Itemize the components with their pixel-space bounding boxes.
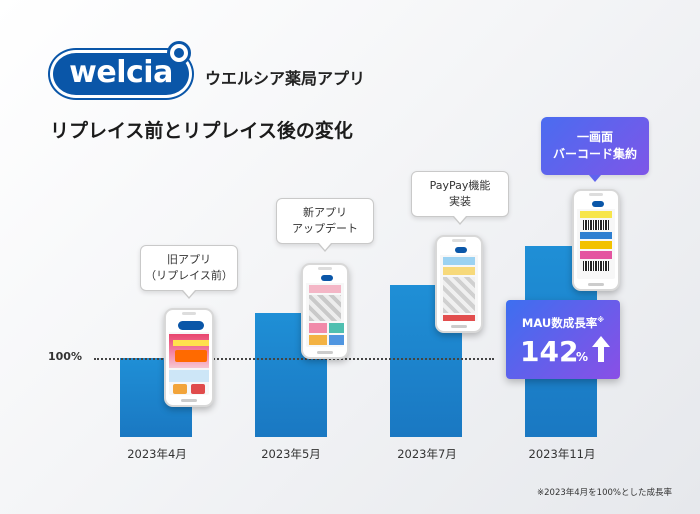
annotation-bubble: PayPay機能 実装 [411, 171, 509, 225]
phone-screenshot-barcode [572, 189, 620, 291]
x-tick-label: 2023年11月 [528, 447, 596, 461]
annotation-line: PayPay機能 [429, 179, 491, 192]
mau-unit: % [576, 350, 589, 364]
mau-footnote-mark: ※ [597, 316, 605, 325]
annotation-line: 実装 [449, 195, 471, 208]
reference-line-label: 100% [48, 350, 82, 363]
welcia-logo: welcia [50, 41, 192, 98]
logo-text: welcia [69, 55, 173, 90]
mau-value: 142 [520, 335, 579, 368]
x-tick-label: 2023年4月 [127, 447, 187, 461]
logo-dot-icon [167, 41, 191, 65]
annotation-line: バーコード集約 [552, 147, 637, 161]
annotation-line: アップデート [292, 222, 358, 235]
footnote: ※2023年4月を100%とした成長率 [537, 488, 672, 498]
phone-screenshot-old-app [164, 308, 214, 407]
mau-label: MAU数成長率※ [506, 315, 620, 331]
annotation-bubble: 新アプリ アップデート [276, 198, 374, 252]
x-tick-label: 2023年5月 [261, 447, 321, 461]
phone-screenshot-paypay [435, 235, 483, 333]
x-tick-label: 2023年7月 [397, 447, 457, 461]
annotation-line: 旧アプリ [167, 253, 211, 266]
annotation-line: 新アプリ [303, 206, 347, 219]
reference-line-100 [94, 358, 494, 360]
annotation-bubble-highlight: 一画面 バーコード集約 [541, 117, 649, 182]
annotation-line: （リプレイス前） [145, 269, 233, 282]
phone-screenshot-new-app [301, 263, 349, 359]
page-title: リプレイス前とリプレイス後の変化 [50, 120, 353, 142]
mau-growth-callout: MAU数成長率※ 142 % [506, 300, 620, 379]
annotation-line: 一画面 [576, 130, 613, 144]
app-name: ウエルシア薬局アプリ [205, 69, 366, 88]
arrow-up-icon [592, 336, 610, 362]
annotation-bubble: 旧アプリ （リプレイス前） [140, 245, 238, 299]
mau-label-text: MAU数成長率 [521, 316, 598, 330]
